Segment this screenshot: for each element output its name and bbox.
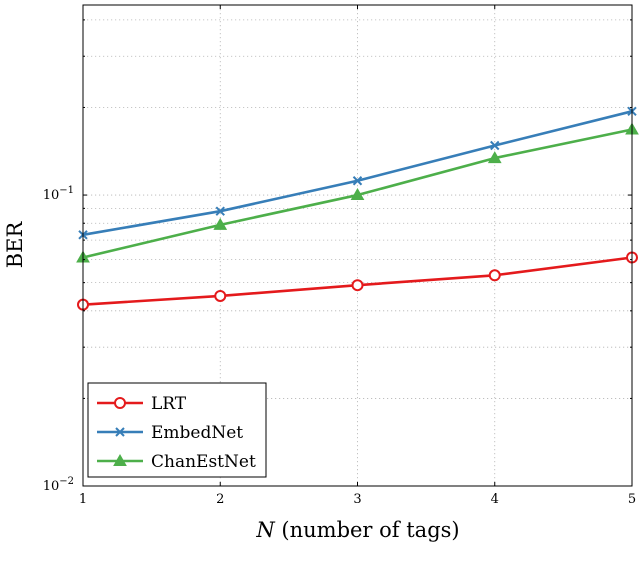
legend-label-embednet: EmbedNet [151, 423, 243, 443]
y-tick-label: 10−1 [43, 185, 74, 203]
x-tick-label: 5 [628, 492, 636, 507]
series-point-embednet [352, 176, 363, 186]
legend-marker-chanestnet [113, 453, 127, 466]
series-point-lrt [351, 279, 364, 292]
x-axis-label-var: N [255, 518, 275, 542]
y-axis-label: BER [3, 221, 27, 269]
legend-label-lrt: LRT [151, 394, 187, 414]
x-axis-label-rest: (number of tags) [275, 518, 460, 542]
y-tick-label: 10−2 [43, 476, 74, 494]
series-point-embednet [490, 140, 500, 151]
y-tick-label-exp: −2 [59, 476, 74, 487]
y-tick-label-exp: −1 [59, 185, 74, 196]
y-tick-label-base: 10 [43, 188, 60, 203]
legend: LRT EmbedNet ChanEstNet [87, 382, 267, 478]
legend-label-chanestnet: ChanEstNet [151, 452, 256, 472]
series-point-chanestnet [487, 151, 502, 164]
x-tick-label: 2 [216, 492, 224, 507]
legend-marker-embednet [115, 427, 125, 437]
marker-stroke [115, 427, 125, 437]
marker-stroke [215, 206, 225, 216]
series-point-lrt [214, 289, 227, 302]
y-tick-label-base: 10 [43, 479, 60, 494]
marker-stroke [490, 140, 500, 151]
ticks: 1 2 3 4 510−210−1 [43, 5, 636, 507]
series-layer [76, 106, 639, 311]
series-point-embednet [215, 206, 225, 216]
series-point-chanestnet [213, 217, 228, 230]
series-point-lrt [488, 269, 501, 282]
legend-marker-lrt [114, 397, 126, 409]
x-tick-label: 4 [491, 492, 499, 507]
marker-stroke [352, 176, 363, 186]
series-point-chanestnet [350, 188, 365, 201]
x-tick-label: 1 [79, 492, 87, 507]
x-tick-label: 3 [353, 492, 361, 507]
x-axis-label: N (number of tags) [255, 518, 459, 542]
